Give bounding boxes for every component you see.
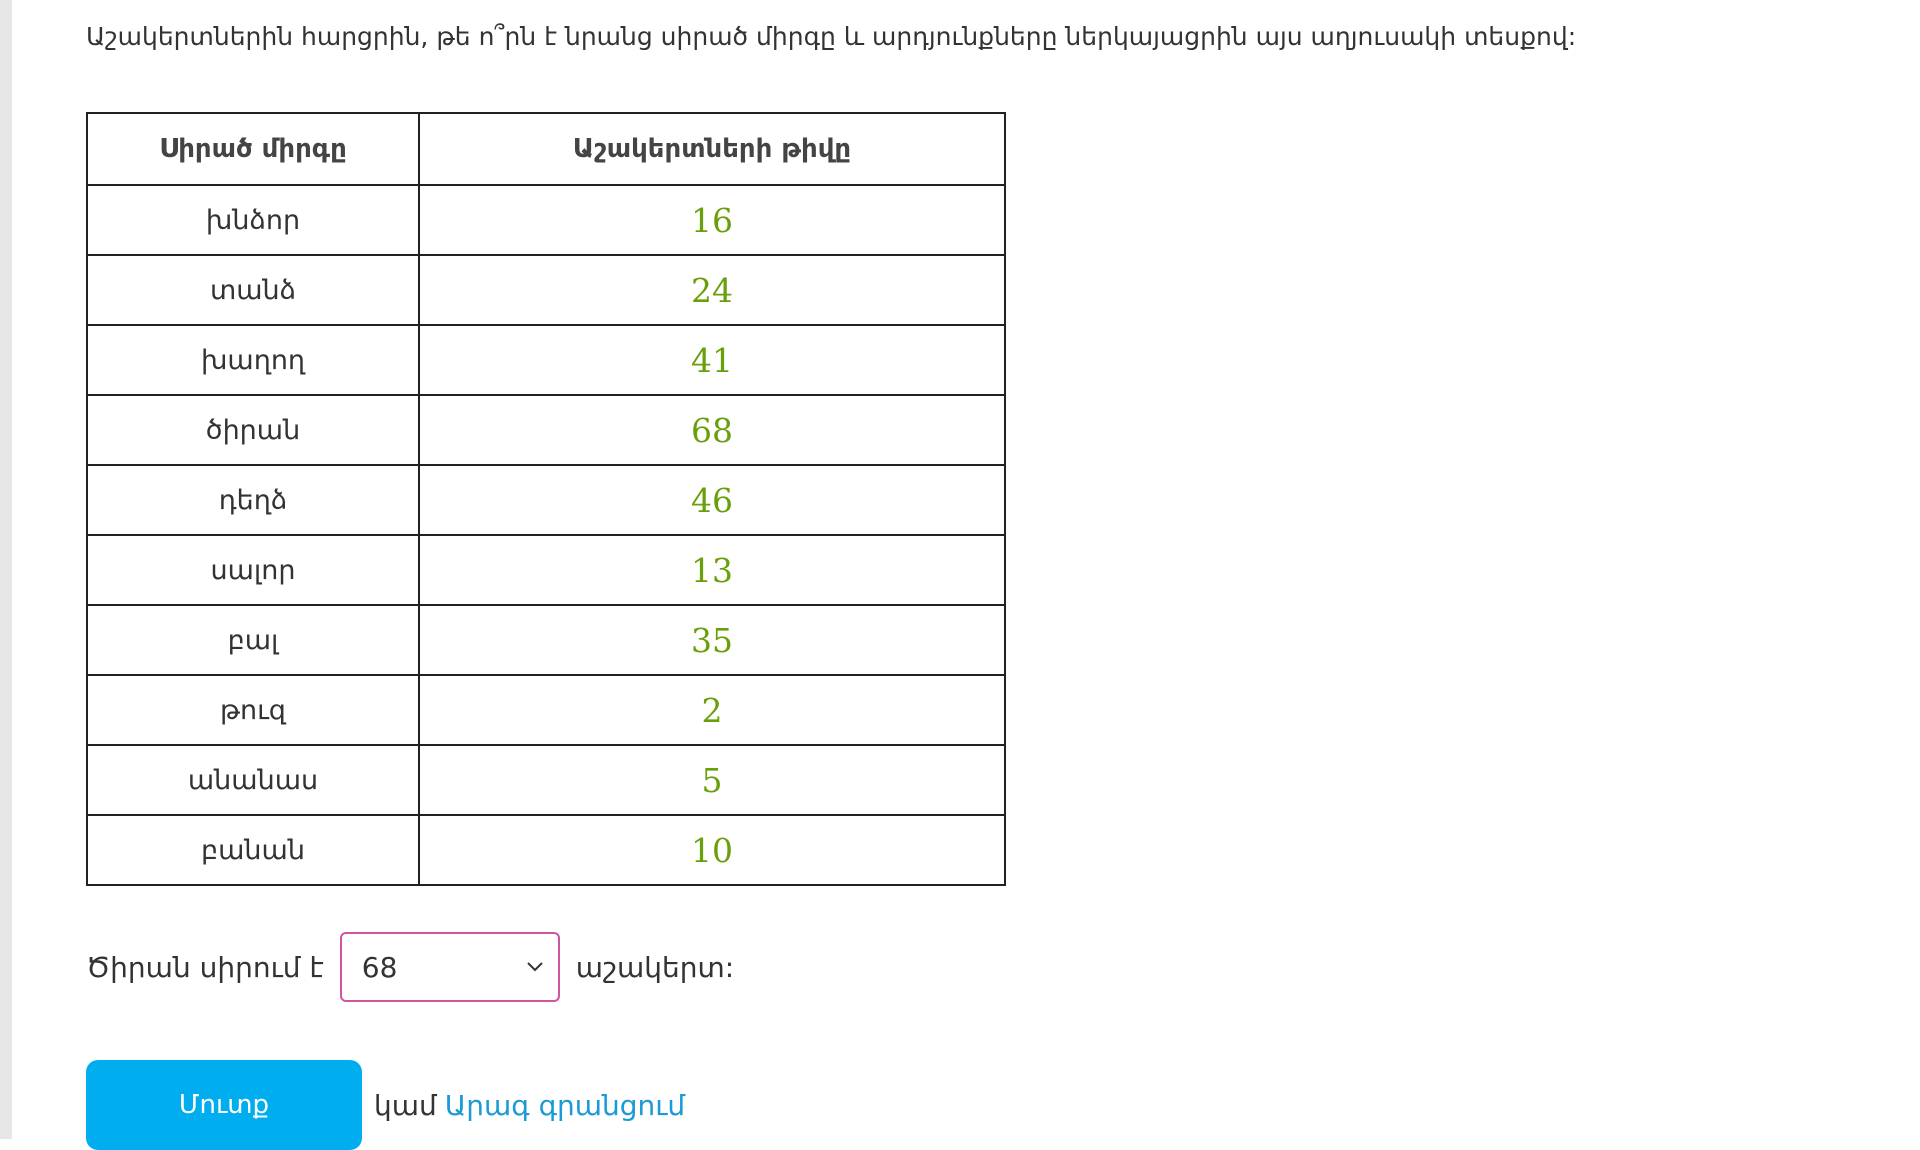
count-cell: 68: [418, 394, 1006, 466]
table-row: դեղձ 46: [86, 464, 1006, 536]
register-link[interactable]: Արագ գրանցում: [444, 1088, 686, 1122]
count-cell: 10: [418, 814, 1006, 886]
fruit-cell: դեղձ: [86, 464, 420, 536]
count-cell: 5: [418, 744, 1006, 816]
count-cell: 13: [418, 534, 1006, 606]
selected-value: 68: [361, 950, 398, 984]
table-row: ծիրան 68: [86, 394, 1006, 466]
or-text: կամ: [374, 1088, 437, 1122]
header-cell: Աշակերտների թիվը: [418, 112, 1006, 186]
dropdown-arrow: [527, 962, 543, 972]
count-cell: 35: [418, 604, 1006, 676]
count-cell: 46: [418, 464, 1006, 536]
submit-row: Մուտք կամ Արագ գրանցում: [86, 1060, 685, 1150]
table-row: խնձոր 16: [86, 184, 1006, 256]
table-row: տանձ 24: [86, 254, 1006, 326]
fruit-cell: բալ: [86, 604, 420, 676]
header-row: Սիրած միրգը Աշակերտների թիվը: [86, 112, 1006, 186]
answer-suffix: աշակերտ:: [575, 950, 735, 984]
table-row: սալոր 13: [86, 534, 1006, 606]
fruit-cell: անանաս: [86, 744, 420, 816]
sidebar-strip: [0, 0, 12, 1139]
table-row: թուզ 2: [86, 674, 1006, 746]
answer-row: Ծիրան սիրում է 68 աշակերտ:: [86, 930, 734, 1004]
answer-select[interactable]: 68: [339, 932, 560, 1002]
answer-prefix: Ծիրան սիրում է: [86, 950, 324, 984]
fruit-cell: թուզ: [86, 674, 420, 746]
fruit-cell: խաղող: [86, 324, 420, 396]
question: Աշակերտներին հարցրին, թե ո՞րն է նրանց սի…: [86, 22, 1577, 51]
count-cell: 41: [418, 324, 1006, 396]
login-button[interactable]: Մուտք: [86, 1060, 362, 1150]
fruit-cell: սալոր: [86, 534, 420, 606]
data-table: Սիրած միրգը Աշակերտների թիվը խնձոր 16 տանձ…: [86, 112, 1006, 886]
count-cell: 2: [418, 674, 1006, 746]
fruit-cell: տանձ: [86, 254, 420, 326]
count-cell: 16: [418, 184, 1006, 256]
fruit-cell: բանան: [86, 814, 420, 886]
table-row: խաղող 41: [86, 324, 1006, 396]
header-cell: Սիրած միրգը: [86, 112, 420, 186]
table-row: բալ 35: [86, 604, 1006, 676]
count-cell: 24: [418, 254, 1006, 326]
fruit-cell: ծիրան: [86, 394, 420, 466]
table-row: բանան 10: [86, 814, 1006, 886]
fruit-cell: խնձոր: [86, 184, 420, 256]
table-row: անանաս 5: [86, 744, 1006, 816]
